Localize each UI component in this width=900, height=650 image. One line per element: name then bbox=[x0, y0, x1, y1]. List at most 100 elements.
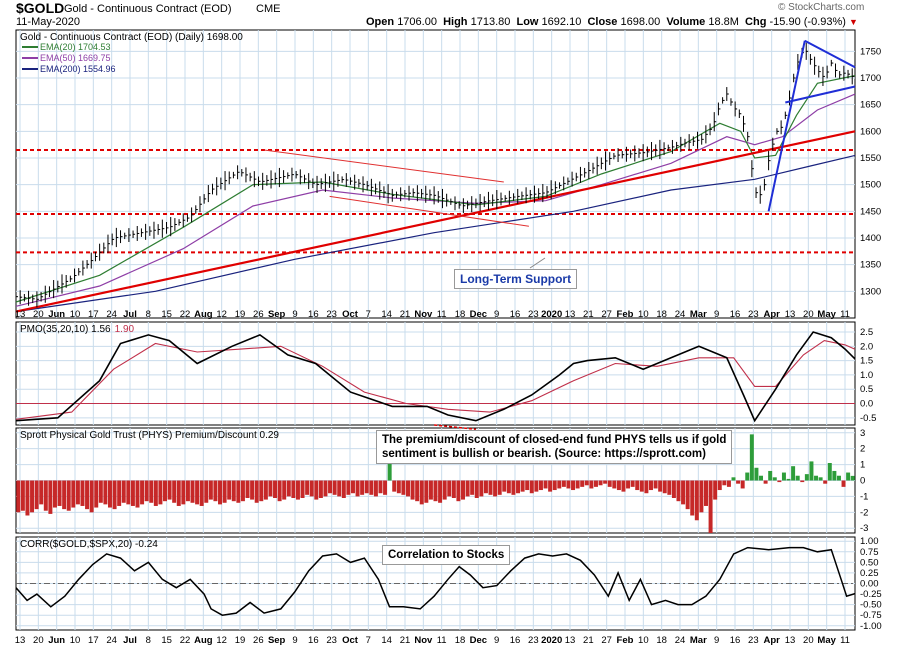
x-tick-label: 26 bbox=[253, 635, 264, 646]
premium-bar bbox=[465, 480, 470, 497]
premium-bar bbox=[566, 480, 571, 489]
x-tick-label: Jul bbox=[123, 635, 137, 646]
x-tick-label: 24 bbox=[675, 635, 686, 646]
x-tick-label: 27 bbox=[601, 309, 612, 320]
premium-bar bbox=[662, 480, 667, 494]
x-tick-label: 20 bbox=[803, 635, 814, 646]
premium-bar bbox=[814, 475, 819, 481]
premium-bar bbox=[548, 480, 553, 492]
premium-bar bbox=[786, 478, 791, 481]
correlation-line bbox=[15, 546, 856, 616]
premium-bar bbox=[497, 480, 502, 495]
premium-bar bbox=[25, 480, 30, 516]
premium-bar bbox=[172, 480, 177, 503]
x-tick-label: 16 bbox=[730, 309, 741, 320]
premium-bar bbox=[176, 480, 181, 506]
premium-bar bbox=[387, 455, 392, 481]
premium-bar bbox=[98, 480, 103, 503]
premium-bar bbox=[612, 480, 617, 489]
premium-bar bbox=[525, 480, 530, 491]
ohlc-readout: Open 1706.00 High 1713.80 Low 1692.10 Cl… bbox=[366, 16, 858, 28]
premium-bar bbox=[768, 470, 773, 481]
x-tick-label: 15 bbox=[161, 635, 172, 646]
premium-bar bbox=[809, 461, 814, 481]
x-tick-label: 11 bbox=[437, 309, 447, 320]
premium-bar bbox=[263, 480, 268, 500]
premium-bar bbox=[153, 480, 158, 506]
premium-bar bbox=[644, 480, 649, 494]
premium-bar bbox=[461, 480, 466, 500]
x-tick-label: Jun bbox=[48, 309, 65, 320]
premium-bar bbox=[749, 434, 754, 481]
premium-bar bbox=[433, 480, 438, 502]
x-tick-label: 17 bbox=[88, 635, 99, 646]
down-triangle-icon: ▼ bbox=[849, 17, 858, 27]
premium-bar bbox=[451, 480, 456, 498]
y-tick-label: -3 bbox=[860, 523, 868, 534]
y-tick-label: 1600 bbox=[860, 126, 881, 137]
premium-bar bbox=[227, 480, 232, 500]
x-tick-label: 13 bbox=[15, 635, 26, 646]
x-tick-label: 14 bbox=[381, 309, 392, 320]
premium-bar bbox=[30, 480, 35, 513]
y-tick-label: 0.00 bbox=[860, 579, 879, 590]
x-tick-label: 26 bbox=[253, 309, 264, 320]
premium-bar bbox=[245, 480, 250, 498]
x-tick-label: 21 bbox=[400, 309, 411, 320]
premium-bar bbox=[438, 480, 443, 503]
ema200-line bbox=[15, 154, 856, 313]
premium-note-line2: sentiment is bullish or bearish. (Source… bbox=[382, 448, 706, 460]
premium-bar bbox=[360, 480, 365, 495]
x-tick-label: Aug bbox=[194, 309, 213, 320]
premium-bar bbox=[43, 480, 48, 511]
premium-bar bbox=[80, 480, 85, 506]
x-tick-label: 8 bbox=[146, 309, 151, 320]
premium-bar bbox=[350, 480, 355, 494]
x-tick-label: 22 bbox=[180, 309, 191, 320]
y-tick-label: 0.75 bbox=[860, 547, 879, 558]
x-tick-label: Sep bbox=[268, 309, 286, 320]
x-tick-label: 9 bbox=[494, 635, 499, 646]
premium-bar bbox=[94, 480, 99, 508]
premium-bar bbox=[181, 480, 186, 505]
premium-pane-title: Sprott Physical Gold Trust (PHYS) Premiu… bbox=[20, 430, 279, 441]
x-tick-label: 23 bbox=[326, 309, 337, 320]
x-tick-label: 21 bbox=[583, 309, 594, 320]
premium-bar bbox=[378, 480, 383, 494]
legend-entry: EMA(200) 1554.96 bbox=[40, 64, 116, 74]
premium-bar bbox=[369, 480, 374, 495]
premium-bar bbox=[447, 480, 452, 497]
x-tick-label: Dec bbox=[470, 635, 487, 646]
premium-bar bbox=[488, 480, 493, 495]
callout-pointer bbox=[529, 257, 546, 269]
pmo-signal-value: 1.90 bbox=[115, 324, 135, 335]
x-tick-label: 11 bbox=[437, 635, 447, 646]
premium-bar bbox=[291, 480, 296, 498]
premium-bar bbox=[323, 480, 328, 497]
premium-bar bbox=[158, 480, 163, 505]
legend-entry: EMA(20) 1704.53 bbox=[40, 42, 111, 52]
pmo-divergence-line bbox=[434, 424, 476, 431]
y-tick-label: 2.0 bbox=[860, 341, 873, 352]
y-tick-label: 0 bbox=[860, 476, 865, 487]
premium-bar bbox=[754, 467, 759, 481]
premium-bar bbox=[185, 480, 190, 502]
premium-bar bbox=[529, 480, 534, 494]
premium-bar bbox=[218, 480, 223, 505]
premium-bar bbox=[34, 480, 39, 510]
premium-bar bbox=[538, 480, 543, 491]
premium-bar bbox=[332, 480, 337, 495]
premium-bar bbox=[740, 480, 745, 489]
premium-bar bbox=[667, 480, 672, 495]
premium-bar bbox=[781, 472, 786, 481]
premium-bar bbox=[392, 480, 397, 492]
x-tick-label: 14 bbox=[381, 635, 392, 646]
x-tick-label: 23 bbox=[326, 635, 337, 646]
premium-bar bbox=[346, 480, 351, 495]
premium-bar bbox=[140, 480, 145, 505]
premium-bar bbox=[846, 472, 851, 481]
premium-bar bbox=[516, 480, 521, 494]
x-tick-label: 10 bbox=[70, 635, 81, 646]
open-value: 1706.00 bbox=[397, 16, 437, 28]
x-tick-label: 2020 bbox=[541, 309, 562, 320]
